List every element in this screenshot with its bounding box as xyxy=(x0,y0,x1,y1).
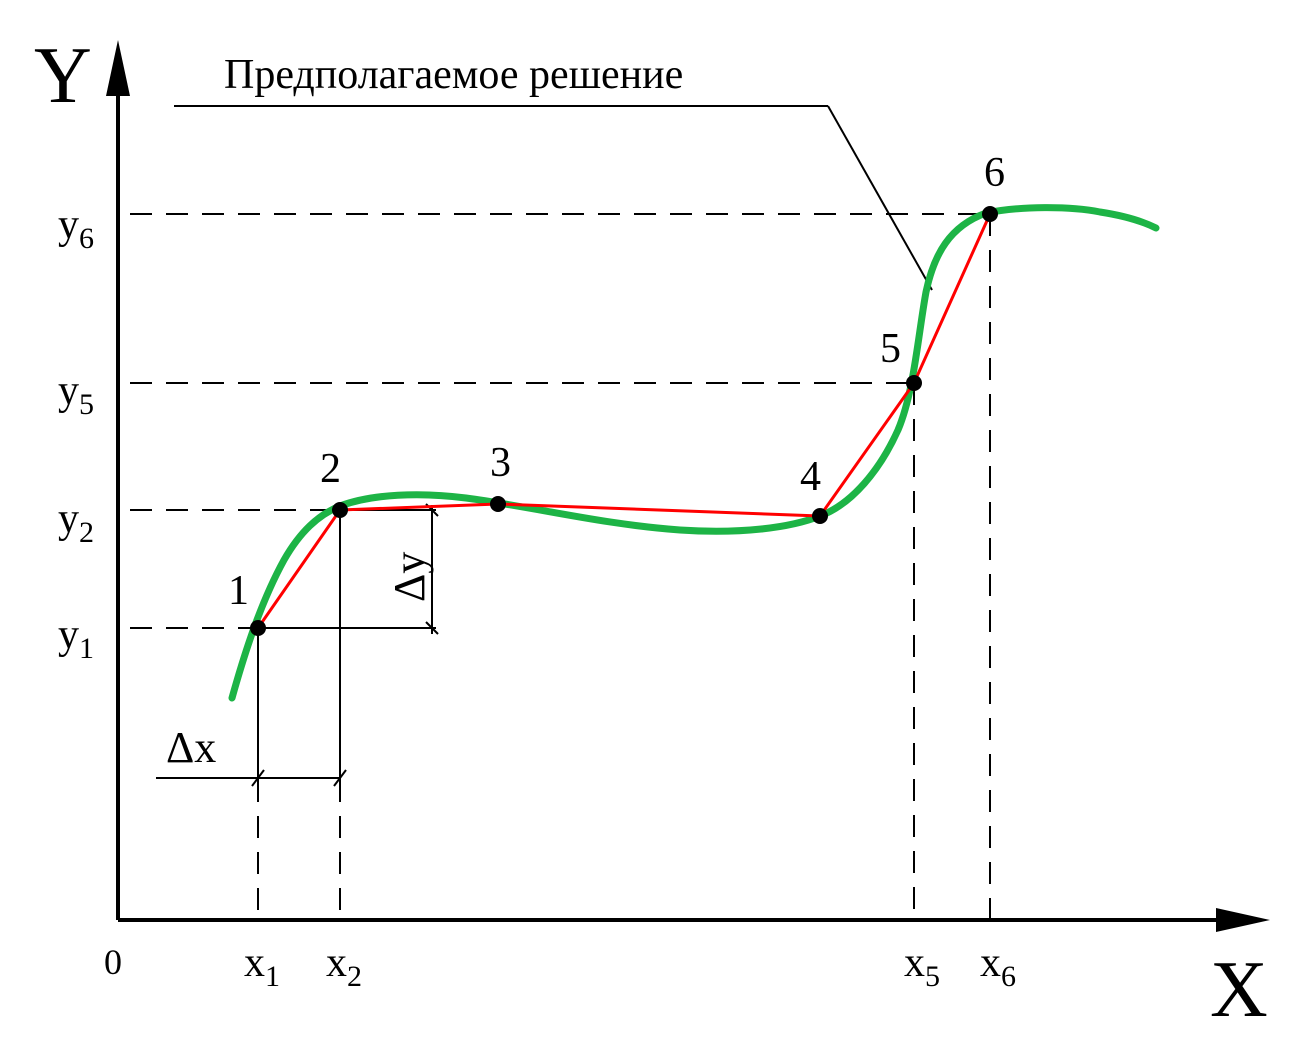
y-tick-label-y5: y5 xyxy=(58,368,94,421)
delta-y-tick-bottom xyxy=(425,621,439,635)
node-point-4 xyxy=(812,508,828,524)
node-point-2 xyxy=(332,502,348,518)
point-label-6: 6 xyxy=(984,150,1005,196)
solution-curve xyxy=(228,204,1160,702)
x-axis-label: X xyxy=(1210,946,1268,1034)
point-label-5: 5 xyxy=(880,326,901,372)
y-axis-arrow xyxy=(106,40,130,96)
delta-x-tick-right xyxy=(333,769,347,787)
delta-x-tick-left xyxy=(251,769,265,787)
node-point-6 xyxy=(982,206,998,222)
delta-x-label: Δx xyxy=(166,723,216,772)
y-tick-label-y6: y6 xyxy=(58,202,94,255)
y-tick-label-y1: y1 xyxy=(58,612,94,665)
annotation-leader xyxy=(827,105,933,291)
y-axis-label: Y xyxy=(34,32,92,120)
x-tick-label-x5: x5 xyxy=(904,940,940,993)
delta-y-label: Δy xyxy=(385,552,434,602)
point-label-3: 3 xyxy=(490,440,511,486)
x-tick-label-x2: x2 xyxy=(326,940,362,993)
annotation-text: Предполагаемое решение xyxy=(224,52,683,98)
point-label-1: 1 xyxy=(228,568,249,614)
approximation-polyline xyxy=(256,213,992,629)
node-point-3 xyxy=(490,496,506,512)
point-label-4: 4 xyxy=(800,454,821,500)
node-point-5 xyxy=(906,375,922,391)
node-point-1 xyxy=(250,620,266,636)
y-tick-label-y2: y2 xyxy=(58,496,94,549)
x-axis-arrow xyxy=(1216,908,1270,932)
origin-label: 0 xyxy=(104,942,122,982)
x-tick-label-x6: x6 xyxy=(980,940,1016,993)
point-label-2: 2 xyxy=(320,446,341,492)
x-tick-label-x1: x1 xyxy=(244,940,280,993)
